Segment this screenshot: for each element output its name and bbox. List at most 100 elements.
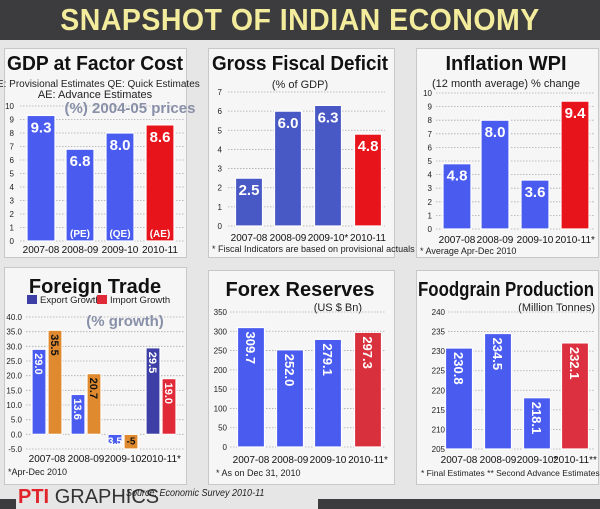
logo-pti: PTI — [18, 486, 50, 508]
x-tick-label: 2010-11* — [141, 454, 181, 465]
x-tick-label: 2007-08 — [29, 454, 66, 465]
bar — [353, 331, 383, 448]
chart-subtitle: (12 month average) % change — [432, 78, 580, 90]
y-tick-label: 0 — [223, 443, 228, 452]
chart-subtitle: PE: Provisional Estimates QE: Quick Esti… — [0, 79, 200, 90]
bar — [442, 163, 472, 230]
bar — [105, 132, 135, 242]
y-tick-label: 210 — [432, 425, 446, 434]
bar-value-label: 3.5 — [108, 436, 122, 447]
x-tick-label: 2007-08 — [23, 245, 60, 256]
bar-value-label: 9.4 — [565, 105, 587, 122]
pti-graphics-logo: PTI GRAPHICS — [18, 486, 159, 509]
x-tick-label: 2009-10 — [102, 245, 139, 256]
y-tick-label: 1 — [218, 203, 223, 212]
y-tick-label: 25.0 — [6, 357, 22, 366]
x-tick-label: 2007-08 — [441, 455, 478, 466]
x-tick-label: 2008-09 — [62, 245, 99, 256]
y-tick-label: 4 — [10, 183, 15, 192]
bar-value-label: 252.0 — [282, 354, 297, 387]
y-tick-label: 6 — [10, 156, 15, 165]
bar-value-label: 3.6 — [525, 184, 546, 201]
y-tick-label: 10 — [5, 102, 14, 111]
bar — [70, 393, 86, 435]
bar — [520, 179, 550, 230]
bar-value-label: 8.0 — [110, 137, 131, 154]
y-tick-label: 5 — [428, 157, 433, 166]
y-tick-label: 250 — [214, 347, 228, 356]
y-tick-label: 300 — [214, 327, 228, 336]
bar-value-label: 6.3 — [318, 109, 339, 126]
bar-value-label: 218.1 — [529, 402, 544, 435]
x-tick-label: 2009-10 — [310, 455, 347, 466]
bar-value-label: 309.7 — [243, 332, 258, 365]
y-tick-label: 10.0 — [6, 401, 22, 410]
y-tick-label: 3 — [428, 184, 433, 193]
bar — [483, 332, 513, 450]
bar-value-label: 230.8 — [451, 352, 466, 385]
title-bar — [0, 0, 600, 40]
bar — [26, 114, 56, 242]
bar-value-label: 6.8 — [70, 153, 91, 170]
y-tick-label: 9 — [10, 116, 15, 125]
chart-footnote: * As on Dec 31, 2010 — [216, 468, 301, 478]
bar-note: (PE) — [70, 229, 90, 240]
y-tick-label: 35.0 — [6, 328, 22, 337]
x-tick-label: 2008-09 — [270, 233, 307, 244]
y-tick-label: 2 — [428, 198, 433, 207]
logo-graphics: GRAPHICS — [54, 486, 160, 508]
y-tick-label: 7 — [218, 88, 223, 97]
chart-subtitle: AE: Advance Estimates — [38, 89, 153, 101]
chart-footnote: * Final Estimates ** Second Advance Esti… — [421, 468, 600, 478]
bar — [313, 104, 343, 227]
bar-value-label: 13.6 — [71, 398, 83, 419]
bar — [47, 329, 63, 435]
y-tick-label: 9 — [428, 103, 433, 112]
chart-title: GDP at Factor Cost — [7, 53, 183, 75]
y-tick-label: 7 — [428, 130, 433, 139]
chart-annotation: (%) 2004-05 prices — [65, 100, 196, 117]
bar-value-label: 4.8 — [358, 138, 379, 155]
chart-subtitle: (% of GDP) — [272, 79, 328, 91]
source-note: Source: Economic Survey 2010-11 — [126, 488, 265, 499]
bar — [560, 100, 590, 230]
bar — [313, 338, 343, 448]
bar-note: (QE) — [109, 229, 130, 240]
y-tick-label: 205 — [432, 445, 446, 454]
y-tick-label: 225 — [432, 367, 446, 376]
chart-annotation: (% growth) — [86, 313, 163, 330]
bar-value-label: 6.0 — [278, 115, 299, 132]
y-tick-label: -5.0 — [8, 445, 22, 454]
bar — [145, 347, 161, 435]
x-tick-label: 2010-11 — [142, 245, 178, 256]
y-tick-label: 20.0 — [6, 372, 22, 381]
footer-bar-left — [0, 499, 16, 509]
y-tick-label: 15.0 — [6, 386, 22, 395]
chart-title: Forex Reserves — [226, 279, 375, 301]
x-tick-label: 2010-11 — [350, 233, 386, 244]
bar-value-label: 35.5 — [48, 334, 60, 355]
chart-title: Foreign Trade — [29, 276, 161, 298]
bar-value-label: 8.0 — [485, 124, 506, 141]
chart-title: Inflation WPI — [445, 53, 566, 75]
chart-footnote: * Fiscal Indicators are based on provisi… — [212, 244, 415, 254]
legend-swatch — [27, 295, 37, 304]
y-tick-label: 5 — [10, 170, 15, 179]
y-tick-label: 350 — [214, 308, 228, 317]
y-tick-label: 5 — [218, 126, 223, 135]
y-tick-label: 215 — [432, 406, 446, 415]
x-tick-label: 2009-10 — [517, 235, 554, 246]
chart-title: Foodgrain Production — [418, 279, 594, 301]
x-tick-label: 2009-10* — [308, 233, 349, 244]
y-tick-label: 50 — [218, 424, 227, 433]
y-tick-label: 150 — [214, 385, 228, 394]
x-tick-label: 2007-08 — [439, 235, 476, 246]
y-tick-label: 3 — [218, 165, 223, 174]
bar — [444, 347, 474, 450]
y-tick-label: 3 — [10, 197, 15, 206]
bar — [123, 433, 139, 450]
bar — [65, 148, 95, 242]
bar — [236, 326, 266, 448]
y-tick-label: 6 — [428, 143, 433, 152]
